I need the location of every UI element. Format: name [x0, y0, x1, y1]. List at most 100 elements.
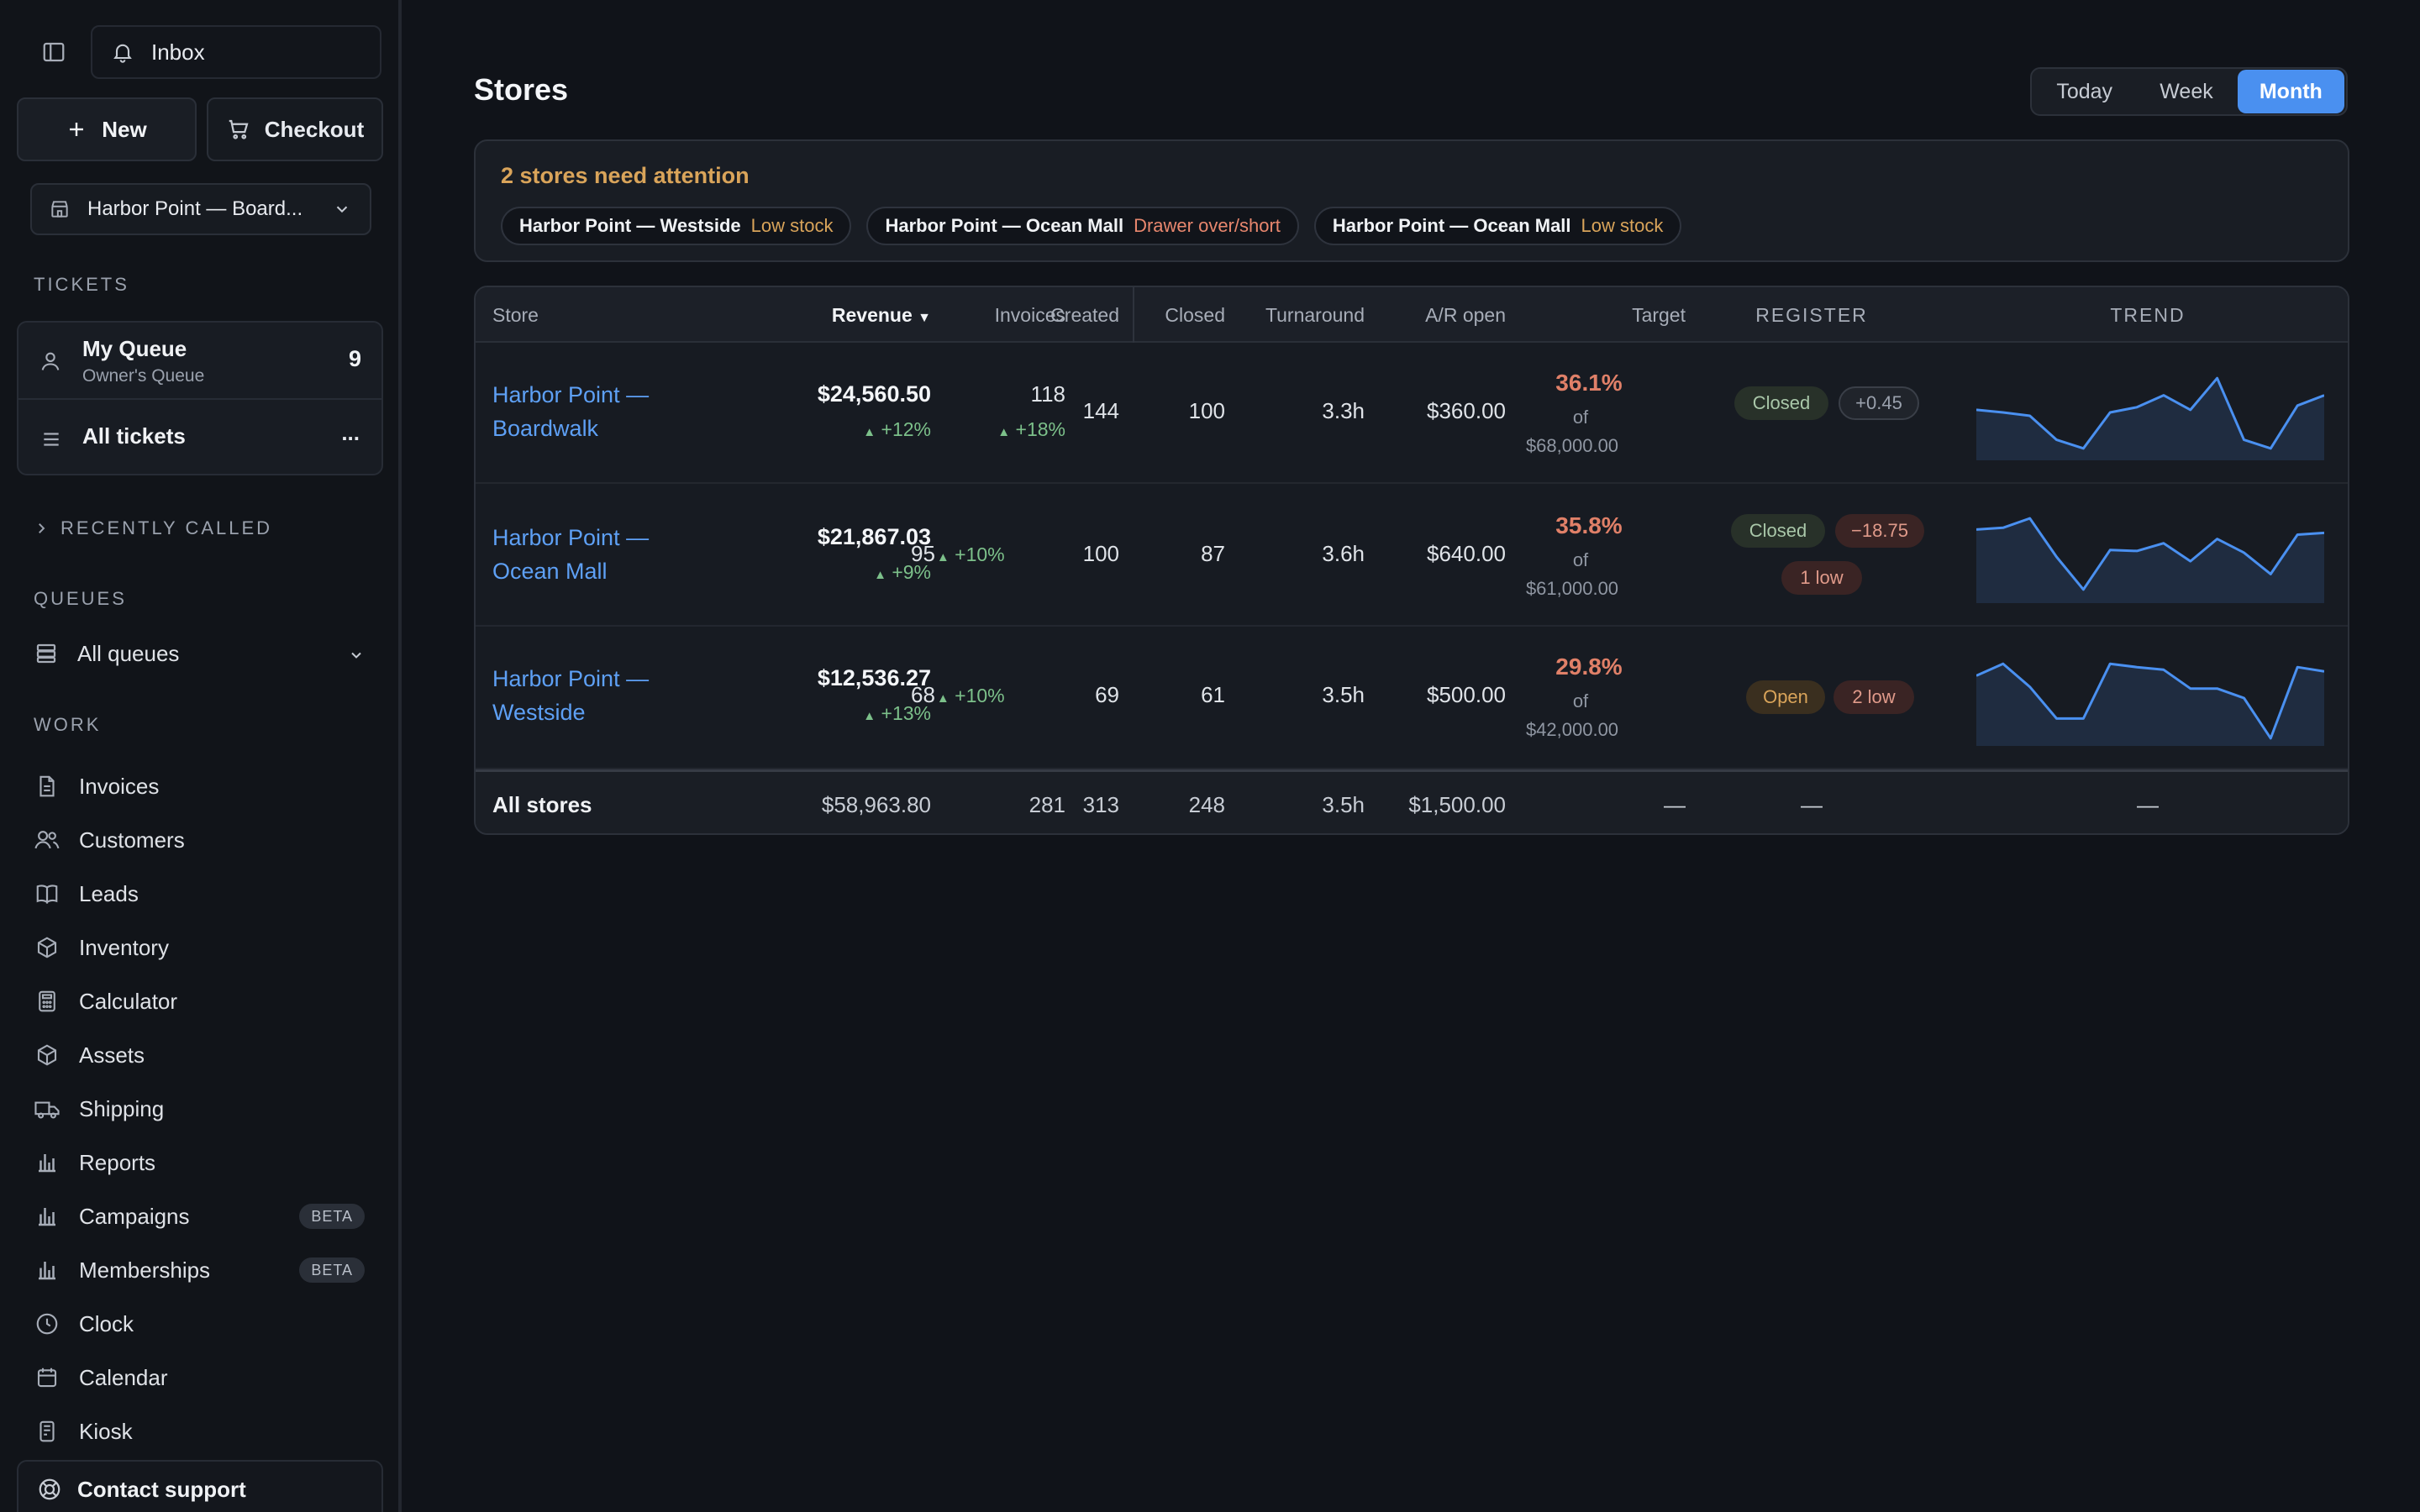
- column-header-turnaround[interactable]: Turnaround: [1265, 304, 1365, 326]
- nav-item-memberships[interactable]: Memberships BETA: [34, 1243, 373, 1297]
- queues-section-label: QUEUES: [34, 588, 127, 609]
- invoices-value: 95: [911, 541, 935, 566]
- sparkline-area: [1976, 378, 2324, 460]
- store-link[interactable]: Harbor Point — Boardwalk: [492, 378, 649, 445]
- bar-chart-icon: [34, 1203, 60, 1230]
- nav-item-campaigns[interactable]: Campaigns BETA: [34, 1189, 373, 1243]
- nav-item-kiosk[interactable]: Kiosk: [34, 1404, 373, 1458]
- file-icon: [34, 773, 60, 800]
- chip-store: Harbor Point — Ocean Mall: [1332, 215, 1571, 236]
- chip-issue: Low stock: [1581, 215, 1664, 236]
- ar-open-value: $640.00: [1427, 541, 1506, 566]
- column-header-created[interactable]: Created: [1050, 304, 1119, 326]
- column-header-revenue[interactable]: Revenue ▼: [781, 304, 931, 327]
- cube-icon: [34, 1042, 60, 1068]
- store-selector[interactable]: Harbor Point — Board...: [30, 183, 371, 235]
- nav-label: Kiosk: [79, 1418, 133, 1444]
- nav-item-invoices[interactable]: Invoices: [34, 759, 373, 813]
- list-icon: [44, 433, 59, 446]
- register-variance-badge: +0.45: [1839, 386, 1919, 420]
- turnaround-value: 3.5h: [1322, 682, 1365, 707]
- plus-icon: [70, 123, 84, 136]
- low-stock-badge: 2 low: [1833, 680, 1914, 714]
- more-options-button[interactable]: ...: [341, 420, 360, 445]
- nav-item-customers[interactable]: Customers: [34, 813, 373, 867]
- nav-label: Memberships: [79, 1257, 211, 1283]
- column-header-store[interactable]: Store: [492, 304, 539, 326]
- store-link[interactable]: Harbor Point — Westside: [492, 662, 649, 729]
- stack-icon: [36, 643, 56, 664]
- nav-label: Leads: [79, 880, 139, 906]
- nav-label: Assets: [79, 1042, 145, 1068]
- contact-support-button[interactable]: Contact support: [17, 1460, 383, 1512]
- nav-label: Calculator: [79, 988, 178, 1014]
- turnaround-value: 3.6h: [1322, 541, 1365, 566]
- revenue-delta: ▲ +12%: [863, 418, 931, 440]
- low-stock-badge: 1 low: [1781, 561, 1862, 595]
- store-name-line: Harbor Point —: [492, 666, 650, 691]
- inbox-button[interactable]: Inbox: [91, 25, 381, 79]
- column-header-register: REGISTER: [1755, 304, 1868, 326]
- invoices-cell: 68 ▲ +10%: [911, 682, 1113, 708]
- all-queues-select[interactable]: All queues: [34, 635, 370, 672]
- totals-created: 313: [1082, 792, 1119, 817]
- range-option-today[interactable]: Today: [2056, 79, 2113, 103]
- chip-issue: Low stock: [750, 215, 834, 236]
- delta-value: +10%: [955, 685, 1005, 706]
- range-option-week[interactable]: Week: [2160, 79, 2213, 103]
- column-header-target[interactable]: Target: [1632, 304, 1686, 326]
- date-range-toggle: Today Week Month: [2030, 67, 2348, 116]
- store-name-line: Harbor Point —: [492, 525, 650, 550]
- nav-item-calendar[interactable]: Calendar: [34, 1351, 373, 1404]
- truck-icon: [34, 1095, 60, 1122]
- column-header-closed[interactable]: Closed: [1165, 304, 1225, 326]
- attention-chip[interactable]: Harbor Point — Ocean Mall Low stock: [1313, 207, 1682, 245]
- calendar-icon: [34, 1364, 60, 1391]
- totals-target: —: [1664, 792, 1686, 817]
- nav-item-shipping[interactable]: Shipping: [34, 1082, 373, 1136]
- nav-item-reports[interactable]: Reports: [34, 1136, 373, 1189]
- target-of-label: of: [1572, 690, 1589, 711]
- nav-item-clock[interactable]: Clock: [34, 1297, 373, 1351]
- sparkline-area: [1976, 518, 2324, 603]
- column-header-ar-open[interactable]: A/R open: [1425, 304, 1506, 326]
- column-divider: [1133, 287, 1134, 343]
- turnaround-value: 3.3h: [1322, 398, 1365, 423]
- column-header-trend: TREND: [2110, 304, 2186, 326]
- nav-label: Invoices: [79, 773, 160, 799]
- checkout-label: Checkout: [264, 116, 365, 142]
- checkout-button[interactable]: Checkout: [207, 97, 383, 161]
- users-icon: [34, 827, 60, 853]
- closed-value: 87: [1201, 541, 1225, 566]
- range-option-month[interactable]: Month: [2237, 70, 2344, 113]
- table-row[interactable]: Harbor Point — Ocean Mall $21,867.03 ▲ +…: [476, 486, 2348, 627]
- target-of-label: of: [1572, 407, 1589, 428]
- new-button[interactable]: New: [17, 97, 197, 161]
- all-tickets-item[interactable]: All tickets ...: [18, 402, 381, 474]
- recently-called-toggle[interactable]: RECENTLY CALLED: [34, 517, 272, 539]
- nav-item-inventory[interactable]: Inventory: [34, 921, 373, 974]
- table-row[interactable]: Harbor Point — Westside $12,536.27 ▲ +13…: [476, 628, 2348, 769]
- chevron-right-icon: [39, 523, 45, 533]
- attention-chip[interactable]: Harbor Point — Ocean Mall Drawer over/sh…: [866, 207, 1299, 245]
- sidebar: Inbox New Checkout Harbor Point — Board.…: [0, 0, 402, 1512]
- target-percent: 35.8%: [1555, 512, 1623, 538]
- stores-table: Store Revenue ▼ Invoices Created Closed …: [474, 286, 2349, 835]
- attention-chip[interactable]: Harbor Point — Westside Low stock: [501, 207, 852, 245]
- totals-label: All stores: [492, 792, 592, 817]
- nav-item-calculator[interactable]: Calculator: [34, 974, 373, 1028]
- revenue-value: $24,560.50: [817, 381, 931, 407]
- column-header-invoices[interactable]: Invoices: [994, 304, 1065, 326]
- table-row[interactable]: Harbor Point — Boardwalk $24,560.50 ▲ +1…: [476, 343, 2348, 484]
- nav-item-assets[interactable]: Assets: [34, 1028, 373, 1082]
- my-queue-item[interactable]: My Queue Owner's Queue 9: [18, 323, 381, 400]
- store-link[interactable]: Harbor Point — Ocean Mall: [492, 521, 649, 588]
- my-queue-subtitle: Owner's Queue: [82, 366, 205, 386]
- recently-called-label: RECENTLY CALLED: [60, 517, 273, 538]
- beta-badge: BETA: [299, 1204, 365, 1229]
- totals-turnaround: 3.5h: [1322, 792, 1365, 817]
- sidebar-toggle-button[interactable]: [34, 37, 74, 67]
- nav-item-leads[interactable]: Leads: [34, 867, 373, 921]
- store-name-line: Westside: [492, 700, 586, 725]
- sparkline-area: [1976, 664, 2324, 746]
